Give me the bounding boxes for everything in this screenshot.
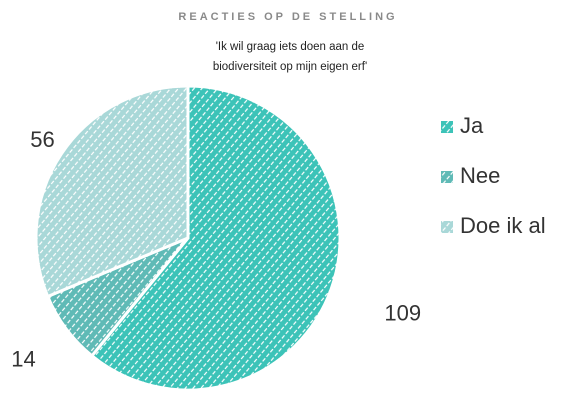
data-label: 14 bbox=[11, 346, 35, 371]
data-label: 56 bbox=[30, 127, 54, 152]
legend-label: Nee bbox=[460, 163, 500, 188]
legend-swatch bbox=[441, 171, 453, 183]
pie-slice bbox=[89, 84, 342, 392]
legend-label: Doe ik al bbox=[460, 213, 546, 238]
legend-swatch bbox=[441, 121, 453, 133]
chart-subtitle: biodiversiteit op mijn eigen erf' bbox=[213, 61, 367, 73]
pie-slice bbox=[34, 84, 190, 299]
chart-title: REACTIES OP DE STELLING bbox=[178, 11, 397, 23]
legend-swatch bbox=[441, 221, 453, 233]
data-label: 109 bbox=[384, 300, 421, 325]
chart-subtitle: 'Ik wil graag iets doen aan de bbox=[216, 41, 365, 53]
legend-label: Ja bbox=[460, 113, 484, 138]
